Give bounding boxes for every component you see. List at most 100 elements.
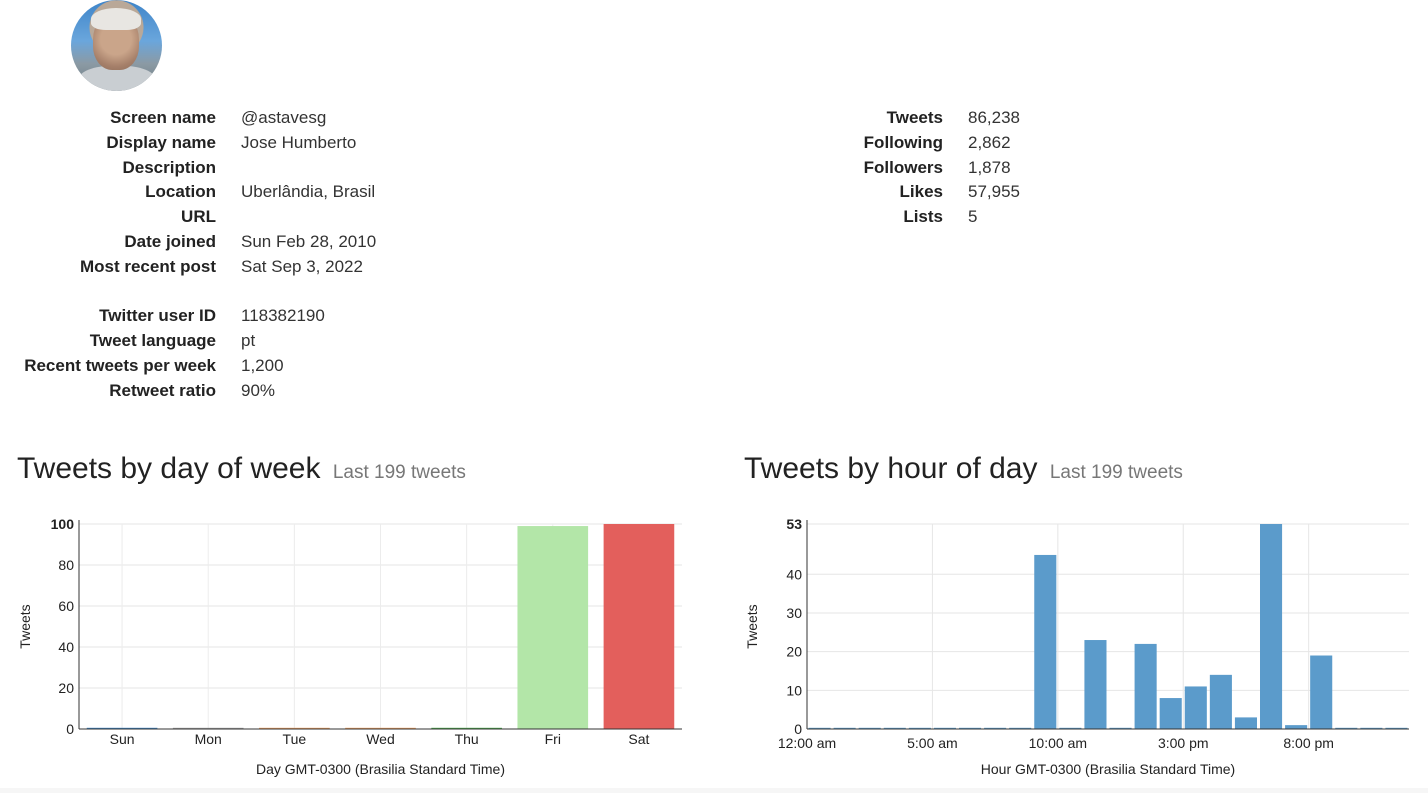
detail-row: Display name Jose Humberto (0, 131, 376, 156)
detail-row: Tweets 86,238 (760, 106, 1020, 131)
bar (259, 727, 330, 729)
x-tick-label: 8:00 pm (1283, 735, 1334, 751)
detail-row: Description (0, 156, 376, 181)
bar (345, 727, 416, 729)
detail-value: 2,862 (968, 132, 1011, 152)
avatar-hair (91, 8, 141, 30)
x-tick-label: Thu (455, 731, 479, 747)
detail-label: Followers (863, 157, 943, 177)
day-of-week-title: Tweets by day of week (17, 452, 321, 485)
detail-label: Recent tweets per week (24, 355, 216, 375)
detail-label: Tweet language (89, 331, 216, 351)
bar (858, 727, 881, 729)
detail-value: 86,238 (968, 108, 1020, 127)
x-tick-label: Mon (195, 731, 222, 747)
avatar (71, 0, 162, 91)
hour-of-day-heading: Tweets by hour of day Last 199 tweets (744, 452, 1183, 486)
y-tick-label: 20 (786, 644, 802, 660)
y-tick-label: 0 (66, 721, 74, 737)
detail-value: 90% (241, 380, 276, 400)
x-tick-label: Tue (283, 731, 307, 747)
bar (1209, 674, 1232, 729)
detail-row: Lists 5 (760, 205, 1020, 230)
bar (517, 526, 589, 729)
detail-row: Screen name @astavesg (0, 106, 376, 131)
detail-value: @astavesg (241, 108, 327, 127)
y-axis-title: Tweets (744, 604, 760, 648)
y-tick-label: 0 (794, 721, 802, 737)
x-tick-label: 3:00 pm (1158, 735, 1209, 751)
detail-row: Date joined Sun Feb 28, 2010 (0, 230, 376, 255)
profile-details: Screen name @astavesg Display name Jose Hum… (0, 106, 376, 404)
detail-row: Followers 1,878 (760, 156, 1020, 181)
tweets-by-day-chart: 0 20 40 60 80 100 Sun Mon Tue Wed Thu Fri Sat Day GMT… (17, 516, 682, 777)
x-axis-title: Day GMT-0300 (Brasilia Standard Time) (256, 761, 505, 777)
x-tick-label: Wed (366, 731, 395, 747)
detail-value: Sun Feb 28, 2010 (241, 231, 377, 251)
bar (1059, 727, 1082, 729)
y-tick-label: 53 (786, 516, 802, 532)
detail-label: Following (863, 132, 943, 152)
detail-spacer (0, 280, 376, 305)
bar (1360, 727, 1383, 729)
hour-of-day-title: Tweets by hour of day (744, 452, 1038, 485)
x-tick-label: 5:00 am (907, 735, 958, 751)
detail-label: Screen name (110, 108, 216, 127)
detail-label: Retweet ratio (109, 380, 216, 400)
bar (1034, 554, 1057, 729)
x-tick-label: Sun (110, 731, 135, 747)
page-footer-strip (0, 788, 1428, 793)
bar (1310, 655, 1333, 729)
bar (908, 727, 931, 729)
bar (1385, 727, 1408, 729)
bar (86, 727, 158, 729)
bar (959, 727, 982, 729)
bar (1159, 698, 1182, 729)
detail-label: Lists (903, 207, 943, 227)
detail-label: Location (145, 182, 216, 202)
avatar-shirt (77, 66, 157, 91)
detail-row: Recent tweets per week 1,200 (0, 354, 376, 379)
bar (1335, 727, 1358, 729)
bar (1260, 524, 1283, 729)
y-tick-label: 100 (51, 516, 75, 532)
detail-label: Display name (106, 132, 216, 152)
detail-label: Tweets (886, 108, 943, 127)
detail-row: URL (0, 205, 376, 230)
x-axis-title: Hour GMT-0300 (Brasilia Standard Time) (981, 761, 1235, 777)
bar (603, 524, 675, 729)
hour-of-day-subtitle: Last 199 tweets (1049, 462, 1183, 483)
y-tick-label: 30 (786, 605, 802, 621)
detail-value: 57,955 (968, 182, 1020, 202)
detail-row: Retweet ratio 90% (0, 379, 376, 404)
y-axis-title: Tweets (17, 604, 33, 648)
detail-row: Following 2,862 (760, 131, 1020, 156)
bar (431, 727, 502, 729)
bar (1234, 717, 1257, 729)
bar (172, 727, 244, 729)
x-tick-label: Fri (545, 731, 561, 747)
y-tick-label: 40 (786, 566, 802, 582)
detail-value: 1,878 (968, 157, 1011, 177)
bar (1134, 643, 1157, 729)
detail-label: Likes (899, 182, 943, 202)
detail-value: Jose Humberto (241, 132, 357, 152)
detail-label: Twitter user ID (99, 306, 216, 326)
y-tick-label: 80 (58, 557, 74, 573)
day-of-week-subtitle: Last 199 tweets (332, 462, 466, 483)
bar (1184, 686, 1207, 729)
detail-label: Date joined (124, 231, 216, 251)
detail-value: 5 (968, 207, 978, 227)
y-tick-label: 40 (58, 639, 74, 655)
detail-row: Tweet language pt (0, 329, 376, 354)
bar (1084, 640, 1107, 729)
detail-label: Description (122, 157, 216, 177)
detail-value: 1,200 (241, 355, 284, 375)
bar (833, 727, 856, 729)
bar (808, 727, 831, 729)
y-tick-label: 20 (58, 680, 74, 696)
y-tick-label: 10 (786, 682, 802, 698)
x-tick-label: 12:00 am (778, 735, 836, 751)
detail-value: 118382190 (241, 306, 325, 326)
bar (883, 727, 906, 729)
